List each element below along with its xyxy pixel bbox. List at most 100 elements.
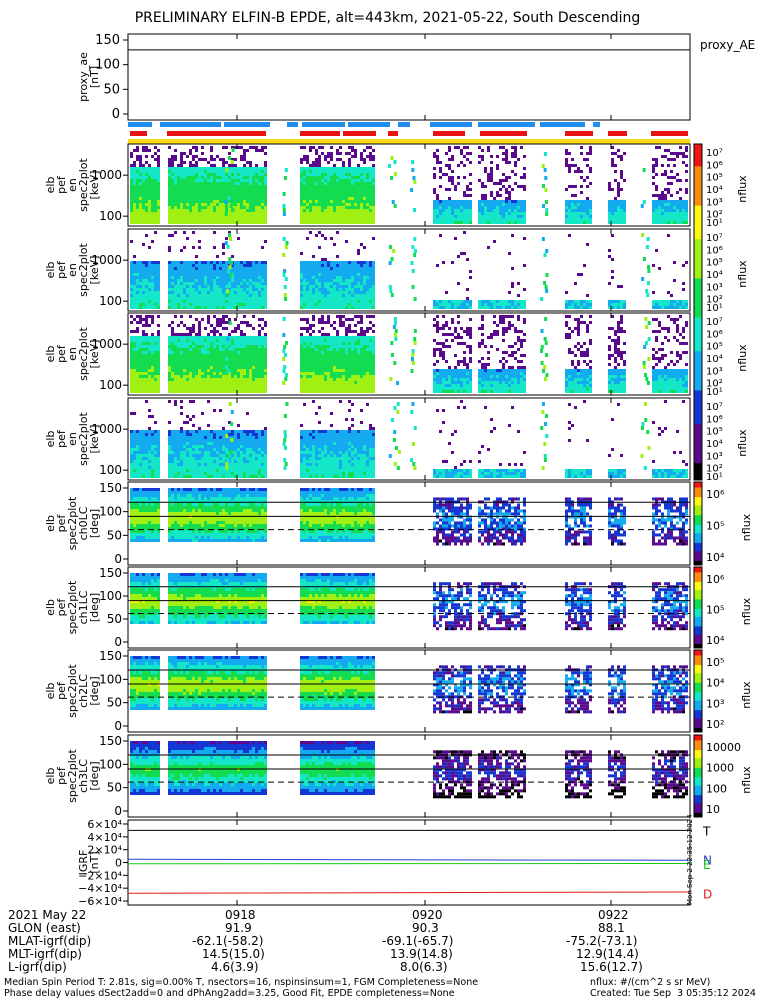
- spectrogram-cell: [315, 363, 318, 366]
- spectrogram-cell: [258, 197, 261, 200]
- spectrogram-cell: [481, 218, 484, 221]
- spectrogram-cell: [240, 384, 243, 387]
- spectrogram-cell: [342, 188, 345, 191]
- spectrogram-cell: [225, 168, 229, 172]
- spectrogram-cell: [198, 333, 201, 336]
- spectrogram-cell: [145, 270, 148, 273]
- spectrogram-cell: [611, 276, 614, 279]
- spectrogram-cell: [243, 348, 246, 351]
- spectrogram-cell: [204, 267, 207, 270]
- spectrogram-cell: [300, 387, 303, 390]
- spectrogram-cell: [189, 306, 192, 309]
- spectrogram-cell: [336, 212, 339, 215]
- spectrogram-cell: [240, 179, 243, 182]
- spectrogram-cell: [183, 182, 186, 185]
- spectrogram-cell: [679, 152, 682, 155]
- spectrogram-cell: [357, 167, 360, 170]
- spectrogram-cell: [228, 282, 231, 285]
- spectrogram-cell: [222, 173, 225, 176]
- spectrogram-cell: [133, 279, 136, 282]
- spectrogram-cell: [321, 152, 324, 155]
- spectrogram-cell: [252, 390, 255, 393]
- spectrogram-cell: [180, 285, 183, 288]
- spectrogram-cell: [324, 264, 327, 267]
- spectrogram-cell: [133, 291, 136, 294]
- spectrogram-cell: [171, 209, 174, 212]
- spectrogram-cell: [151, 378, 154, 381]
- spectrogram-cell: [565, 188, 568, 191]
- spectrogram-cell: [207, 194, 210, 197]
- spectrogram-cell: [354, 149, 357, 152]
- spectrogram-cell: [171, 212, 174, 215]
- spectrogram-cell: [198, 158, 201, 161]
- spectrogram-cell: [246, 206, 249, 209]
- spectrogram-cell: [330, 188, 333, 191]
- spectrogram-cell: [234, 366, 237, 369]
- spectrogram-cell: [130, 276, 133, 279]
- spectrogram-cell: [620, 285, 623, 288]
- spectrogram-cell: [496, 200, 499, 203]
- spectrogram-cell: [505, 209, 508, 212]
- spectrogram-cell: [670, 218, 673, 221]
- spectrogram-cell: [204, 291, 207, 294]
- spectrogram-cell: [237, 372, 240, 375]
- spectrogram-cell: [252, 212, 255, 215]
- spectrogram-cell: [174, 345, 177, 348]
- spectrogram-cell: [195, 378, 198, 381]
- spectrogram-cell: [445, 306, 448, 309]
- spectrogram-cell: [655, 146, 658, 149]
- spectrogram-cell: [333, 221, 336, 224]
- spectrogram-cell: [201, 218, 204, 221]
- ytick-label: 100: [95, 58, 120, 73]
- spectrogram-cell: [180, 176, 183, 179]
- spectrogram-cell: [499, 203, 502, 206]
- spectrogram-cell: [327, 279, 330, 282]
- spectrogram-cell: [139, 336, 142, 339]
- spectrogram-cell: [306, 173, 309, 176]
- spectrogram-cell: [318, 288, 321, 291]
- spectrogram-cell: [249, 161, 252, 164]
- spectrogram-cell: [171, 357, 174, 360]
- spectrogram-cell: [231, 255, 234, 258]
- spectrogram-cell: [204, 381, 207, 384]
- spectrogram-cell: [145, 234, 148, 237]
- spectrogram-cell: [213, 342, 216, 345]
- spectrogram-cell: [192, 354, 195, 357]
- spectrogram-cell: [148, 366, 151, 369]
- spectrogram-cell: [481, 200, 484, 203]
- spectrogram-cell: [204, 273, 207, 276]
- spectrogram-cell: [249, 179, 252, 182]
- spectrogram-cell: [237, 354, 240, 357]
- spectrogram-cell: [231, 188, 234, 191]
- spectrogram-cell: [312, 267, 315, 270]
- spectrogram-cell: [463, 176, 466, 179]
- spectrogram-cell: [142, 330, 145, 333]
- spectrogram-cell: [228, 333, 231, 336]
- spectrogram-cell: [611, 158, 614, 161]
- spectrogram-cell: [183, 231, 186, 234]
- spectrogram-cell: [505, 203, 508, 206]
- spectrogram-cell: [142, 297, 145, 300]
- spectrogram-cell: [360, 155, 363, 158]
- spectrogram-cell: [151, 291, 154, 294]
- spectrogram-cell: [589, 146, 592, 149]
- spectrogram-cell: [240, 221, 243, 224]
- spectrogram-cell: [216, 360, 219, 363]
- spectrogram-cell: [183, 185, 186, 188]
- spectrogram-cell: [505, 200, 508, 203]
- spectrogram-cell: [312, 348, 315, 351]
- spectrogram-cell: [369, 185, 372, 188]
- spectrogram-cell: [192, 215, 195, 218]
- spectrogram-cell: [224, 200, 228, 204]
- spectrogram-cell: [321, 264, 324, 267]
- spectrogram-cell: [243, 194, 246, 197]
- spectrogram-cell: [676, 209, 679, 212]
- spectrogram-cell: [180, 339, 183, 342]
- spectrogram-cell: [189, 176, 192, 179]
- spectrogram-cell: [207, 384, 210, 387]
- spectrogram-cell: [243, 173, 246, 176]
- spectrogram-cell: [327, 387, 330, 390]
- spectrogram-cell: [342, 306, 345, 309]
- spectrogram-cell: [154, 366, 157, 369]
- spectrogram-cell: [261, 182, 264, 185]
